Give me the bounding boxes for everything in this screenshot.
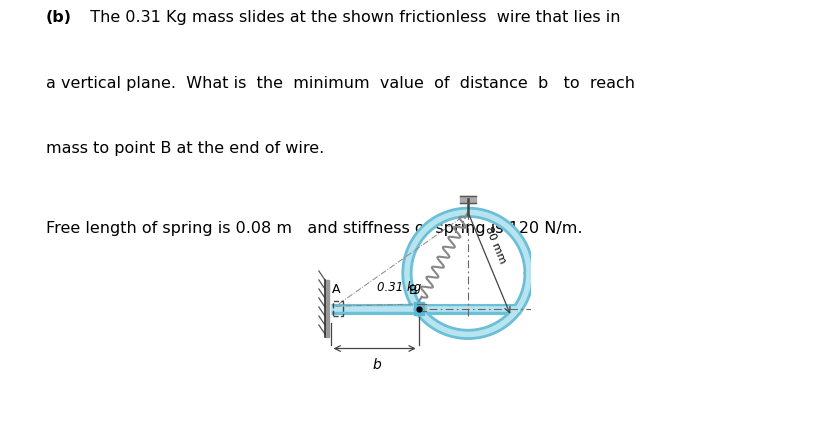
- Bar: [332, 302, 342, 316]
- Bar: [417, 304, 425, 311]
- Text: 80 mm: 80 mm: [483, 225, 507, 265]
- Text: A: A: [332, 283, 341, 296]
- Bar: [325, 281, 329, 337]
- Text: a vertical plane.  What is  the  minimum  value  of  distance  b   to  reach: a vertical plane. What is the minimum va…: [45, 76, 633, 91]
- Text: b: b: [371, 357, 380, 371]
- Text: (b): (b): [45, 10, 71, 25]
- Text: mass to point B at the end of wire.: mass to point B at the end of wire.: [45, 141, 323, 156]
- Bar: [460, 197, 475, 203]
- Text: Free length of spring is 0.08 m   and stiffness of spring is 120 N/m.: Free length of spring is 0.08 m and stif…: [45, 221, 581, 236]
- Text: 0.31 kg: 0.31 kg: [376, 281, 420, 294]
- Bar: [414, 302, 423, 315]
- Text: The 0.31 Kg mass slides at the shown frictionless  wire that lies in: The 0.31 Kg mass slides at the shown fri…: [80, 10, 620, 25]
- Text: B: B: [409, 283, 418, 296]
